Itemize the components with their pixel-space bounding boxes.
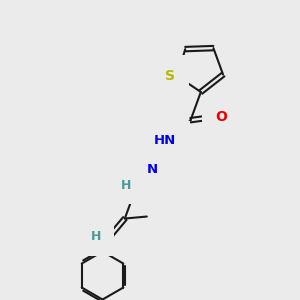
Text: H: H — [91, 230, 102, 243]
Text: H: H — [121, 179, 131, 192]
Text: S: S — [165, 69, 176, 83]
Text: HN: HN — [154, 134, 176, 147]
Text: N: N — [147, 163, 158, 176]
Text: O: O — [216, 110, 227, 124]
